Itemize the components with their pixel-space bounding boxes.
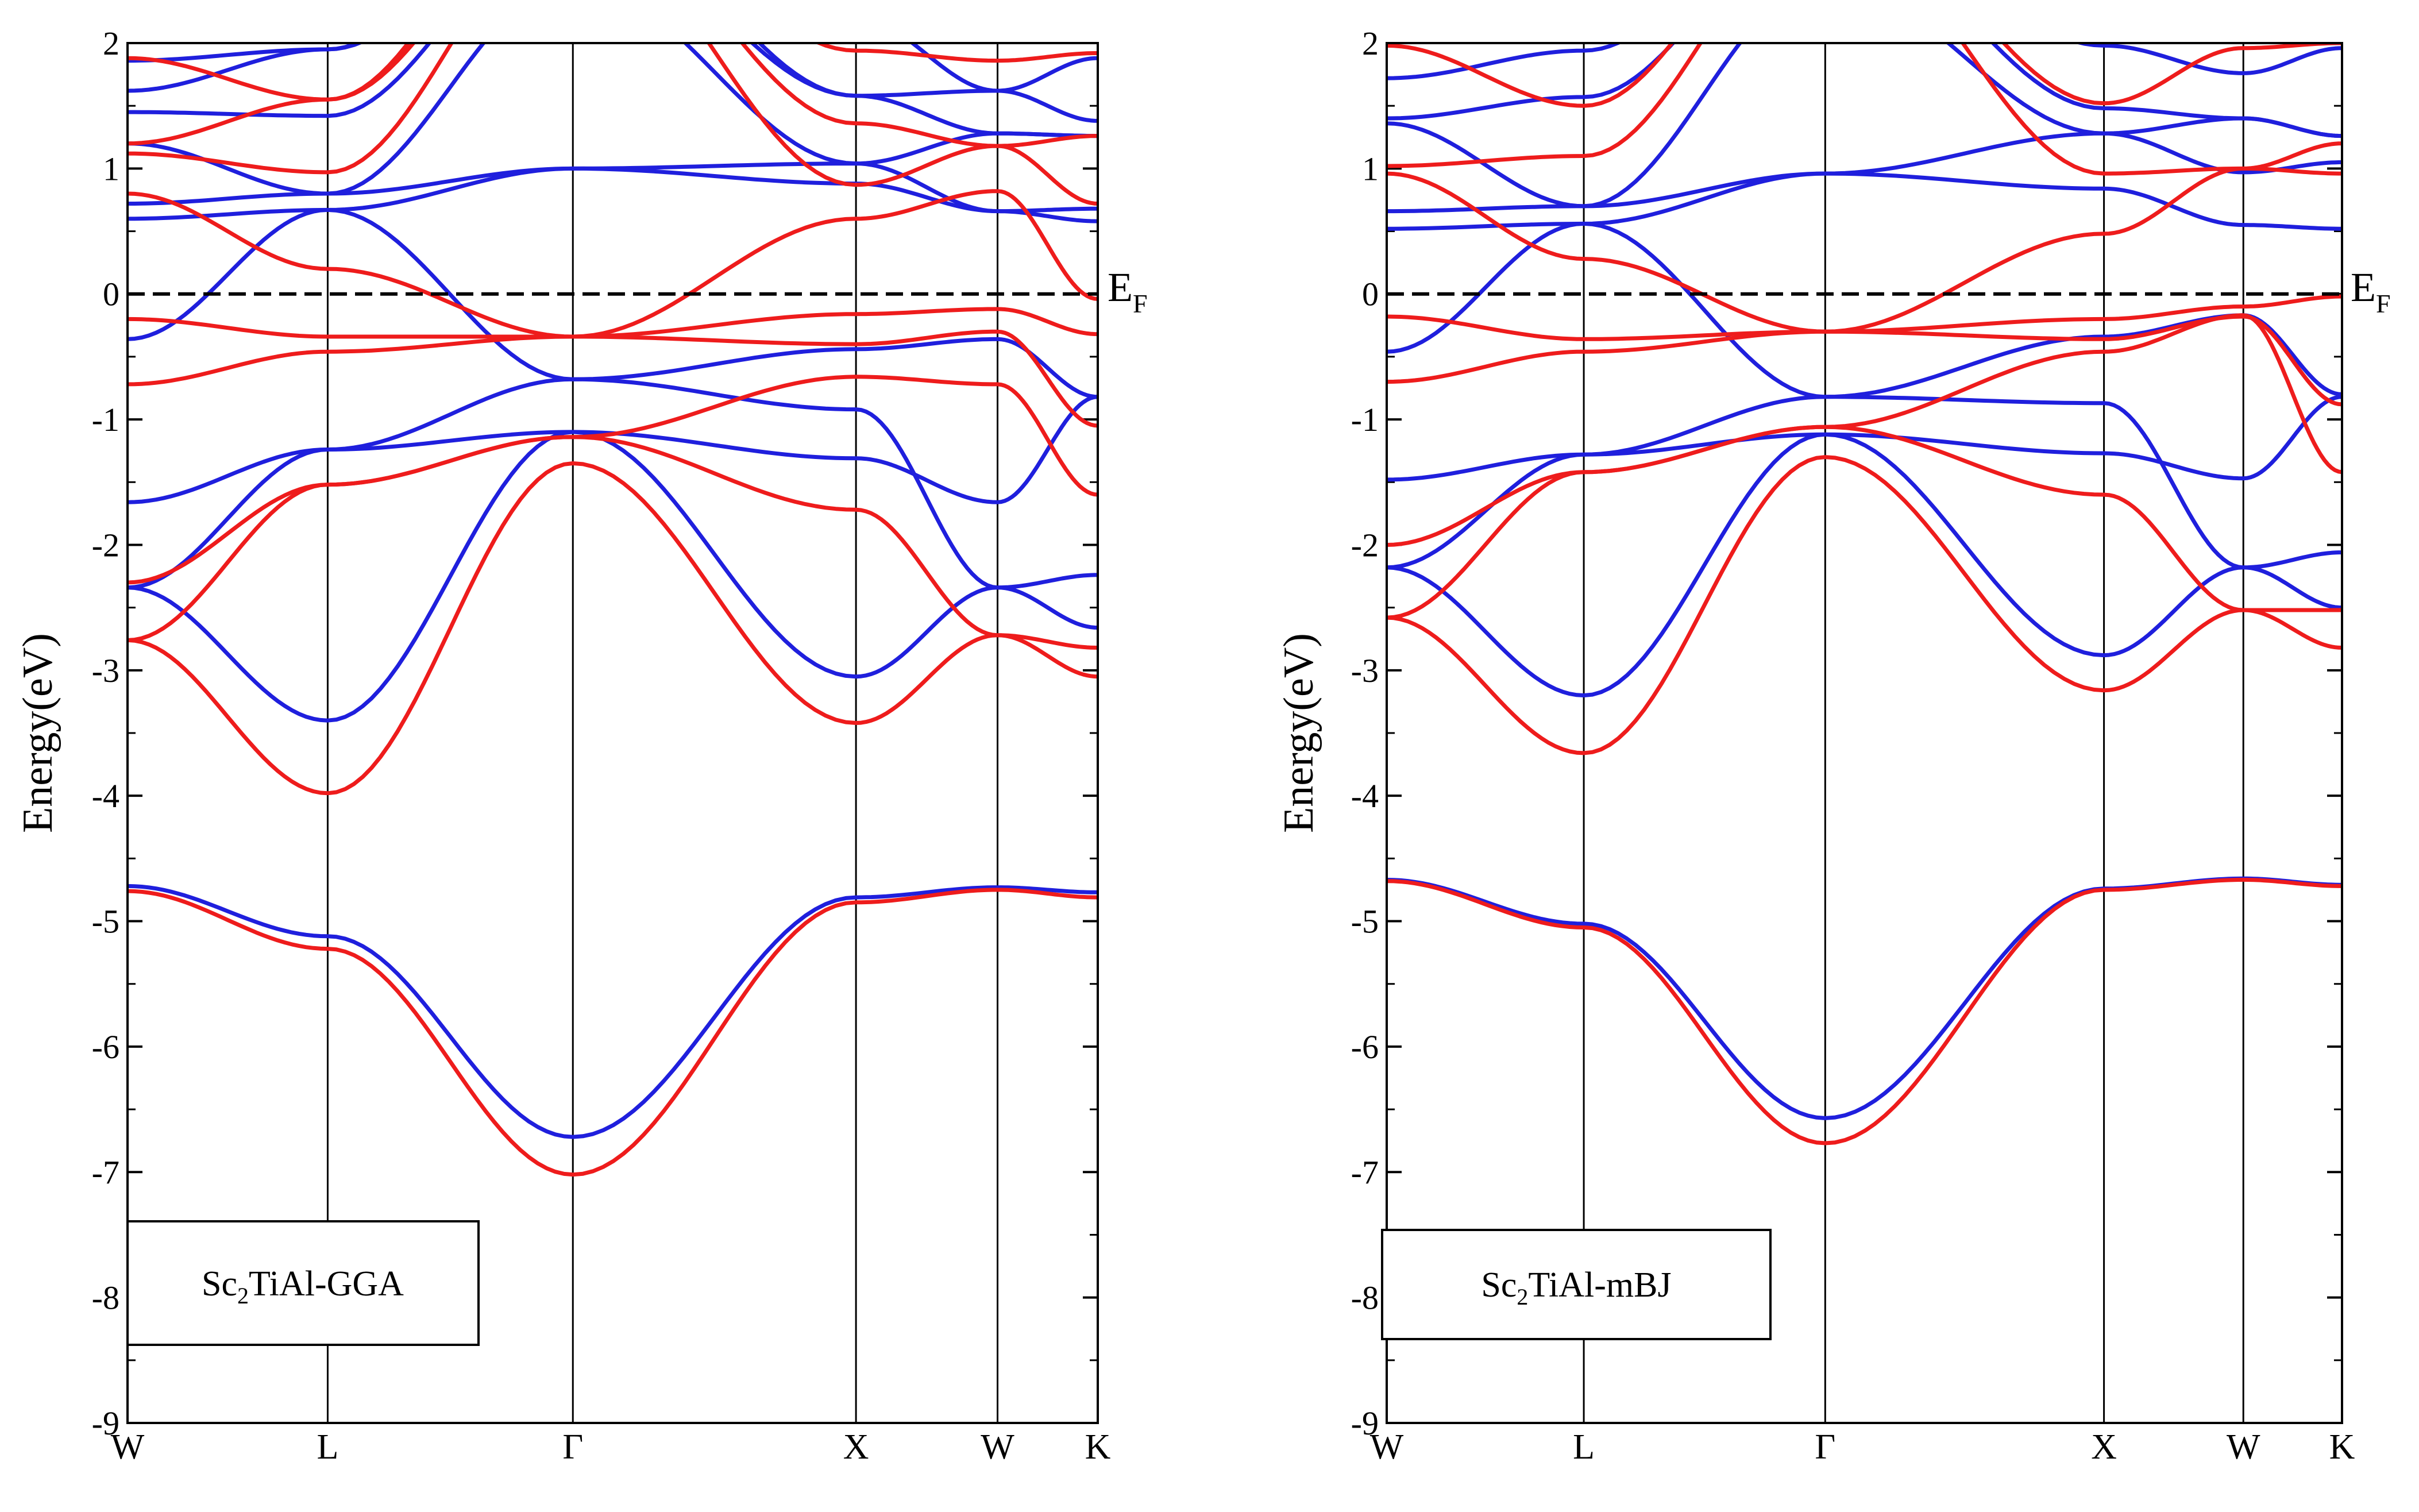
fermi-level-label: EF [2351, 264, 2391, 318]
band-curves [1387, 43, 2342, 1145]
band-line-up [128, 377, 1098, 590]
band-line-up [128, 884, 1098, 1139]
panel-label-box [1381, 1229, 1772, 1340]
y-tick-label: -3 [92, 652, 119, 689]
band-line-down [128, 43, 1098, 148]
band-line-up [1387, 171, 2342, 231]
y-tick-label: -2 [1351, 526, 1379, 564]
y-tick-label: -9 [92, 1405, 119, 1442]
y-tick-label: -9 [1351, 1405, 1379, 1442]
k-point-label: W [981, 1428, 1014, 1467]
plot-frame [126, 42, 1099, 1424]
band-line-down [128, 43, 1098, 206]
band-line-up [1387, 43, 2342, 209]
band-line-up [128, 395, 1098, 590]
band-line-up [1387, 395, 2342, 570]
y-axis-ticks: -9 -8 -7 -6 -5 -4 -3 -2 -1 0 1 2 [1351, 25, 2342, 1442]
k-point-label: X [843, 1428, 869, 1467]
panel-label: Sc2TiAl-mBJ [1481, 1266, 1671, 1310]
y-tick-label: 1 [103, 150, 119, 187]
y-tick-label: 2 [103, 25, 119, 62]
y-tick-label: -6 [92, 1028, 119, 1066]
y-tick-label: -1 [1351, 401, 1379, 438]
panel-label-box [126, 1220, 480, 1346]
band-line-up [1387, 876, 2342, 1120]
y-tick-label: -6 [1351, 1028, 1379, 1066]
band-line-up [128, 43, 1098, 93]
band-line-down [128, 888, 1098, 1177]
y-tick-label: -5 [92, 903, 119, 940]
k-point-label: Γ [562, 1428, 583, 1467]
y-tick-label: -5 [1351, 903, 1379, 940]
band-line-up [1387, 43, 2342, 80]
y-tick-label: -7 [1351, 1154, 1379, 1191]
fermi-label-main: E [2351, 264, 2376, 310]
band-line-down [1387, 294, 2342, 341]
band-line-down [128, 329, 1098, 428]
band-line-up [128, 207, 1098, 399]
y-tick-label: 0 [1362, 276, 1379, 313]
band-line-down [1387, 425, 2342, 620]
k-point-label: K [2329, 1428, 2355, 1467]
fermi-label-main: E [1108, 264, 1133, 310]
band-curves [128, 43, 1098, 1177]
band-line-down [128, 189, 1098, 339]
band-line-down [128, 435, 1098, 650]
y-tick-label: -3 [1351, 652, 1379, 689]
y-tick-label: -7 [92, 1154, 119, 1191]
band-line-up [128, 430, 1098, 723]
band-line-up [128, 161, 1098, 214]
band-line-up [128, 43, 1098, 123]
y-tick-label: -4 [92, 777, 119, 815]
high-symmetry-lines [1583, 43, 2244, 1423]
panel-label: Sc2TiAl-GGA [202, 1264, 404, 1309]
high-symmetry-lines [326, 43, 999, 1423]
band-line-down [1387, 314, 2342, 407]
band-line-up [1387, 43, 2342, 138]
y-axis-label: Energy(eV) [14, 633, 61, 833]
band-line-down [1387, 878, 2342, 1145]
k-point-label: W [2227, 1428, 2260, 1467]
band-line-up [1387, 432, 2342, 697]
y-tick-label: -1 [92, 401, 119, 438]
k-point-label: W [1370, 1428, 1404, 1467]
band-line-up [1387, 395, 2342, 570]
plot-frame [1386, 42, 2343, 1424]
band-line-up [128, 43, 1098, 138]
y-tick-label: -8 [1351, 1279, 1379, 1317]
band-line-down [1387, 43, 2342, 108]
y-tick-label: 1 [1362, 150, 1379, 187]
band-line-down [1387, 455, 2342, 755]
fermi-label-sub: F [2376, 289, 2391, 318]
y-tick-label: 2 [1362, 25, 1379, 62]
k-point-label: L [317, 1428, 339, 1467]
y-axis-ticks: -9 -8 -7 -6 -5 -4 -3 -2 -1 0 1 2 [92, 25, 1098, 1442]
band-line-down [128, 375, 1098, 585]
fermi-label-sub: F [1133, 289, 1148, 318]
y-axis-label: Energy(eV) [1275, 633, 1322, 833]
band-line-up [128, 43, 1098, 196]
k-point-label: Γ [1815, 1428, 1835, 1467]
y-tick-label: -2 [92, 526, 119, 564]
k-point-label: K [1085, 1428, 1111, 1467]
band-line-down [128, 307, 1098, 339]
y-tick-label: -4 [1351, 777, 1379, 815]
y-tick-label: -8 [92, 1279, 119, 1317]
fermi-level-label: EF [1108, 264, 1148, 318]
k-point-label: X [2091, 1428, 2117, 1467]
k-point-label: W [111, 1428, 145, 1467]
band-line-down [1387, 43, 2342, 176]
y-tick-label: 0 [103, 276, 119, 313]
band-line-down [1387, 313, 2342, 547]
k-point-label: L [1573, 1428, 1595, 1467]
band-line-down [128, 43, 1098, 102]
